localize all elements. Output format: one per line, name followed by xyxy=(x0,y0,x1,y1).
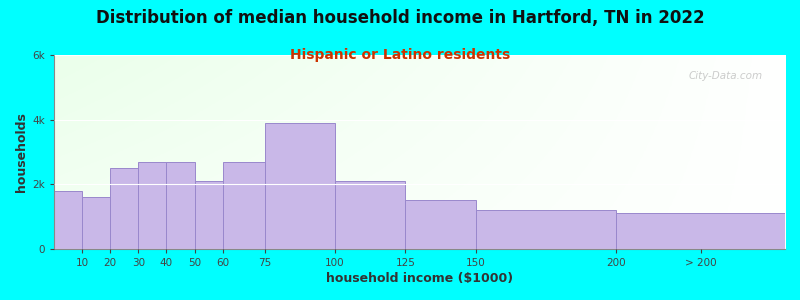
Bar xyxy=(406,200,476,249)
Text: Distribution of median household income in Hartford, TN in 2022: Distribution of median household income … xyxy=(96,9,704,27)
Bar xyxy=(138,162,166,249)
Bar xyxy=(222,162,265,249)
Bar xyxy=(616,213,785,249)
Text: Hispanic or Latino residents: Hispanic or Latino residents xyxy=(290,48,510,62)
Text: City-Data.com: City-Data.com xyxy=(689,70,763,80)
Bar xyxy=(335,181,406,249)
Bar xyxy=(54,191,82,249)
Bar xyxy=(265,123,335,249)
Bar xyxy=(82,197,110,249)
Bar xyxy=(166,162,194,249)
Y-axis label: households: households xyxy=(15,112,28,192)
Bar xyxy=(194,181,222,249)
Bar xyxy=(476,210,616,249)
Bar xyxy=(110,168,138,249)
X-axis label: household income ($1000): household income ($1000) xyxy=(326,272,513,285)
